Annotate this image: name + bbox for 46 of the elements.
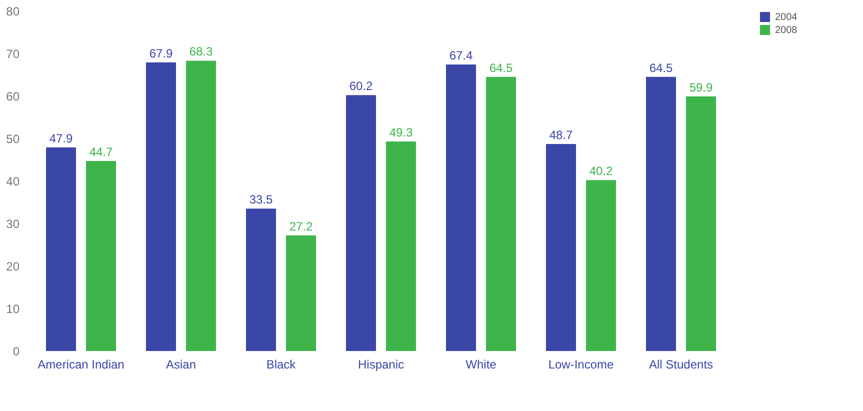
data-label: 33.5 bbox=[249, 192, 273, 207]
bar bbox=[586, 180, 616, 351]
bar bbox=[246, 208, 276, 351]
x-tick-label: Low-Income bbox=[548, 358, 614, 372]
x-tick-label: White bbox=[466, 358, 497, 372]
bar bbox=[86, 161, 116, 351]
x-tick-label: Asian bbox=[166, 358, 196, 372]
data-label: 64.5 bbox=[649, 60, 673, 75]
data-label: 59.9 bbox=[689, 80, 713, 94]
y-tick-label: 30 bbox=[6, 217, 20, 231]
data-label: 49.3 bbox=[389, 125, 413, 140]
y-tick-label: 0 bbox=[12, 344, 20, 358]
data-label: 27.2 bbox=[289, 219, 313, 234]
x-tick-label: All Students bbox=[648, 358, 714, 372]
data-label: 44.7 bbox=[89, 145, 113, 160]
y-tick-label: 60 bbox=[6, 90, 20, 104]
data-label: 47.9 bbox=[49, 131, 73, 146]
bar bbox=[446, 64, 476, 351]
bar bbox=[486, 76, 516, 351]
data-label: 67.9 bbox=[149, 46, 173, 60]
legend-label: 2008 bbox=[775, 25, 798, 36]
bar bbox=[186, 60, 216, 351]
bar bbox=[146, 62, 176, 351]
data-label: 60.2 bbox=[349, 79, 373, 94]
bar bbox=[286, 235, 316, 351]
y-tick-label: 10 bbox=[6, 302, 20, 316]
y-tick-label: 80 bbox=[6, 4, 20, 18]
bar bbox=[46, 147, 76, 351]
bar bbox=[686, 96, 716, 351]
y-tick-label: 70 bbox=[6, 47, 20, 61]
data-label: 68.3 bbox=[189, 44, 213, 59]
y-tick-label: 20 bbox=[6, 260, 20, 274]
x-tick-label: American Indian bbox=[38, 358, 124, 372]
bar bbox=[646, 76, 676, 351]
bar bbox=[386, 141, 416, 351]
data-label: 40.2 bbox=[589, 164, 613, 178]
y-tick-label: 40 bbox=[6, 174, 20, 188]
x-tick-label: Black bbox=[266, 358, 297, 372]
legend-label: 2004 bbox=[775, 12, 798, 23]
data-label: 48.7 bbox=[549, 128, 573, 142]
bar bbox=[346, 95, 376, 351]
y-tick-label: 50 bbox=[6, 132, 20, 146]
data-label: 67.4 bbox=[449, 48, 473, 63]
x-tick-label: Hispanic bbox=[358, 358, 404, 372]
bar bbox=[546, 144, 576, 351]
data-label: 64.5 bbox=[489, 60, 513, 75]
